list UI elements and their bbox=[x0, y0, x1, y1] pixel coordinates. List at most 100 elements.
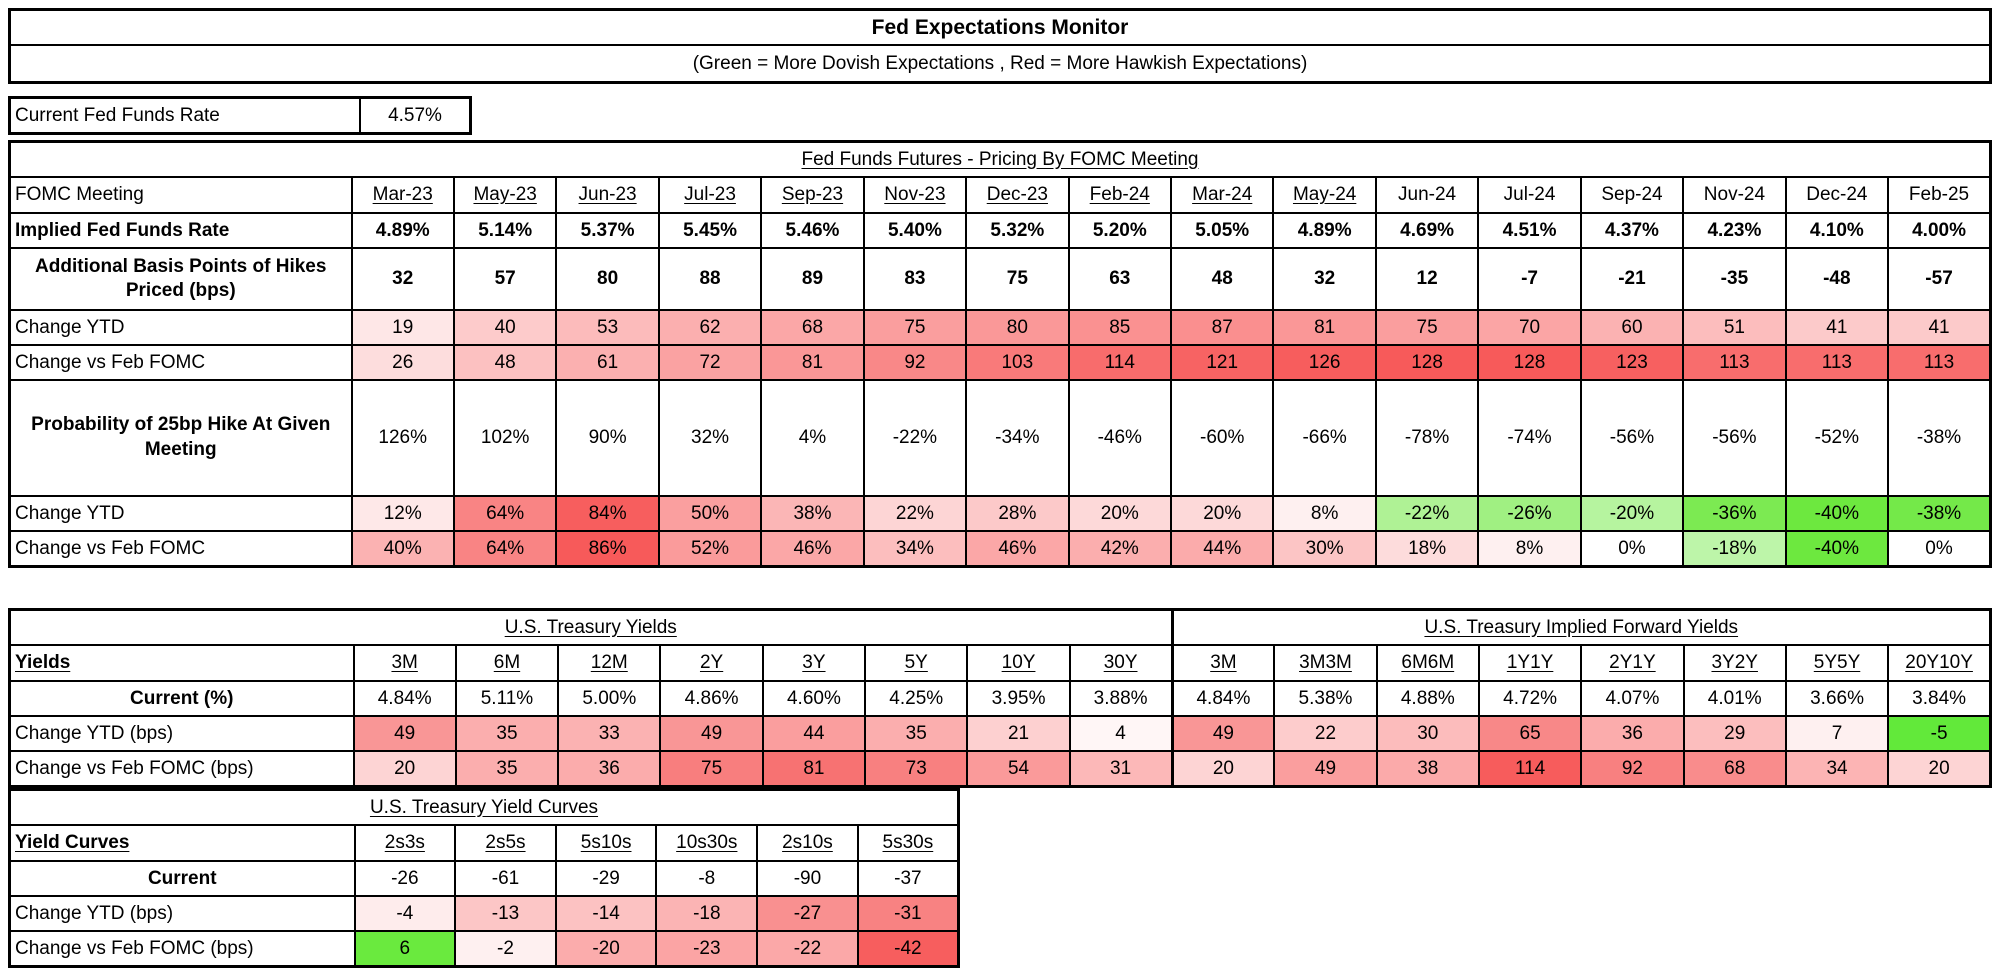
data-cell[interactable]: 87 bbox=[1169, 309, 1275, 346]
data-cell[interactable]: -22% bbox=[1374, 495, 1480, 532]
data-cell[interactable]: 5.40% bbox=[862, 212, 968, 249]
data-cell[interactable]: 103 bbox=[965, 344, 1070, 381]
data-cell[interactable]: 80 bbox=[965, 309, 1070, 346]
data-cell[interactable]: -7 bbox=[1477, 247, 1582, 311]
column-header[interactable]: 3Y2Y bbox=[1682, 644, 1787, 682]
data-cell[interactable]: -38% bbox=[1887, 379, 1992, 497]
data-cell[interactable]: 68 bbox=[1682, 750, 1787, 788]
data-cell[interactable]: 35 bbox=[454, 715, 560, 752]
row-label[interactable]: Change YTD (bps) bbox=[8, 895, 356, 932]
data-cell[interactable]: 57 bbox=[452, 247, 558, 311]
column-header[interactable]: 20Y10Y bbox=[1887, 644, 1992, 682]
data-cell[interactable]: 26 bbox=[350, 344, 455, 381]
data-cell[interactable]: 86% bbox=[555, 530, 660, 568]
data-cell[interactable]: 72 bbox=[657, 344, 763, 381]
data-cell[interactable]: 3.95% bbox=[966, 680, 1071, 717]
data-cell[interactable]: -48 bbox=[1784, 247, 1890, 311]
data-cell[interactable]: 32 bbox=[350, 247, 455, 311]
data-cell[interactable]: -37 bbox=[856, 860, 960, 897]
data-cell[interactable]: -78% bbox=[1374, 379, 1480, 497]
row-label[interactable]: Change vs Feb FOMC bbox=[8, 344, 353, 381]
data-cell[interactable]: 70 bbox=[1477, 309, 1582, 346]
data-cell[interactable]: 5.46% bbox=[760, 212, 865, 249]
column-header[interactable]: 6M6M bbox=[1375, 644, 1480, 682]
data-cell[interactable]: 40% bbox=[350, 530, 455, 568]
data-cell[interactable]: 35 bbox=[454, 750, 560, 788]
column-header[interactable]: 5Y bbox=[864, 644, 969, 682]
data-cell[interactable]: 53 bbox=[555, 309, 660, 346]
data-cell[interactable]: 32% bbox=[657, 379, 763, 497]
data-cell[interactable]: 123 bbox=[1579, 344, 1685, 381]
data-cell[interactable]: 44% bbox=[1169, 530, 1275, 568]
data-cell[interactable]: -36% bbox=[1682, 495, 1787, 532]
data-cell[interactable]: 36 bbox=[557, 750, 662, 788]
data-cell[interactable]: 80 bbox=[555, 247, 660, 311]
data-cell[interactable]: 6 bbox=[353, 930, 457, 968]
data-cell[interactable]: 4.84% bbox=[1170, 680, 1276, 717]
row-label[interactable]: Change YTD (bps) bbox=[8, 715, 355, 752]
data-cell[interactable]: 3.84% bbox=[1887, 680, 1992, 717]
data-cell[interactable]: -27 bbox=[756, 895, 859, 932]
data-cell[interactable]: 4% bbox=[760, 379, 865, 497]
data-cell[interactable]: 75 bbox=[659, 750, 764, 788]
data-cell[interactable]: 4.01% bbox=[1682, 680, 1787, 717]
data-cell[interactable]: 4.07% bbox=[1580, 680, 1685, 717]
data-cell[interactable]: 34 bbox=[1784, 750, 1890, 788]
data-cell[interactable]: 4.86% bbox=[659, 680, 764, 717]
data-cell[interactable]: 4.60% bbox=[761, 680, 867, 717]
data-cell[interactable]: 48 bbox=[452, 344, 558, 381]
data-cell[interactable]: -20% bbox=[1579, 495, 1685, 532]
data-cell[interactable]: 50% bbox=[657, 495, 763, 532]
data-cell[interactable]: 4.51% bbox=[1477, 212, 1582, 249]
data-cell[interactable]: 88 bbox=[657, 247, 763, 311]
data-cell[interactable]: 4.89% bbox=[1272, 212, 1377, 249]
data-cell[interactable]: -52% bbox=[1784, 379, 1890, 497]
data-cell[interactable]: -46% bbox=[1067, 379, 1173, 497]
data-cell[interactable]: 20 bbox=[1170, 750, 1276, 788]
data-cell[interactable]: 42% bbox=[1067, 530, 1173, 568]
data-cell[interactable]: 40 bbox=[452, 309, 558, 346]
data-cell[interactable]: 90% bbox=[555, 379, 660, 497]
data-cell[interactable]: 92 bbox=[862, 344, 968, 381]
data-cell[interactable]: -22% bbox=[862, 379, 968, 497]
data-cell[interactable]: 34% bbox=[862, 530, 968, 568]
data-cell[interactable]: -60% bbox=[1169, 379, 1275, 497]
data-cell[interactable]: -74% bbox=[1477, 379, 1582, 497]
data-cell[interactable]: 128 bbox=[1374, 344, 1480, 381]
data-cell[interactable]: 128 bbox=[1477, 344, 1582, 381]
row-label[interactable]: Change YTD bbox=[8, 495, 353, 532]
column-header[interactable]: 2Y1Y bbox=[1580, 644, 1685, 682]
data-cell[interactable]: 33 bbox=[557, 715, 662, 752]
data-cell[interactable]: -61 bbox=[454, 860, 557, 897]
data-cell[interactable]: 114 bbox=[1477, 750, 1583, 788]
column-header[interactable]: 6M bbox=[454, 644, 560, 682]
column-header[interactable]: 2s5s bbox=[454, 824, 557, 862]
data-cell[interactable]: 30 bbox=[1375, 715, 1480, 752]
data-cell[interactable]: 12% bbox=[350, 495, 455, 532]
data-cell[interactable]: 84% bbox=[555, 495, 660, 532]
data-cell[interactable]: 5.14% bbox=[452, 212, 558, 249]
column-header[interactable]: 3Y bbox=[761, 644, 867, 682]
data-cell[interactable]: 30% bbox=[1272, 530, 1377, 568]
row-label[interactable]: Current (%) bbox=[8, 680, 355, 717]
column-header[interactable]: Dec-24 bbox=[1784, 176, 1890, 214]
column-header[interactable]: 2s3s bbox=[353, 824, 457, 862]
data-cell[interactable]: 81 bbox=[761, 750, 867, 788]
column-header[interactable]: May-24 bbox=[1272, 176, 1377, 214]
column-header[interactable]: 30Y bbox=[1068, 644, 1174, 682]
column-header[interactable]: 3M bbox=[1170, 644, 1276, 682]
data-cell[interactable]: 20 bbox=[1887, 750, 1992, 788]
data-cell[interactable]: 21 bbox=[966, 715, 1071, 752]
data-cell[interactable]: 12 bbox=[1374, 247, 1480, 311]
row-header[interactable]: Yield Curves bbox=[8, 824, 356, 862]
data-cell[interactable]: 32 bbox=[1272, 247, 1377, 311]
data-cell[interactable]: 49 bbox=[659, 715, 764, 752]
data-cell[interactable]: -26 bbox=[353, 860, 457, 897]
data-cell[interactable]: -42 bbox=[856, 930, 960, 968]
data-cell[interactable]: 36 bbox=[1580, 715, 1685, 752]
column-header[interactable]: Jul-24 bbox=[1477, 176, 1582, 214]
data-cell[interactable]: 4.88% bbox=[1375, 680, 1480, 717]
data-cell[interactable]: 75 bbox=[1374, 309, 1480, 346]
data-cell[interactable]: 85 bbox=[1067, 309, 1173, 346]
data-cell[interactable]: 113 bbox=[1682, 344, 1787, 381]
